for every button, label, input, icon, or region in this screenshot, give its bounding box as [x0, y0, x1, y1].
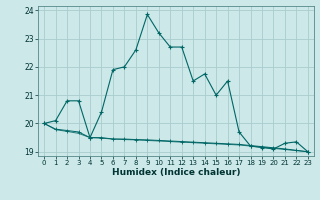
X-axis label: Humidex (Indice chaleur): Humidex (Indice chaleur): [112, 168, 240, 177]
